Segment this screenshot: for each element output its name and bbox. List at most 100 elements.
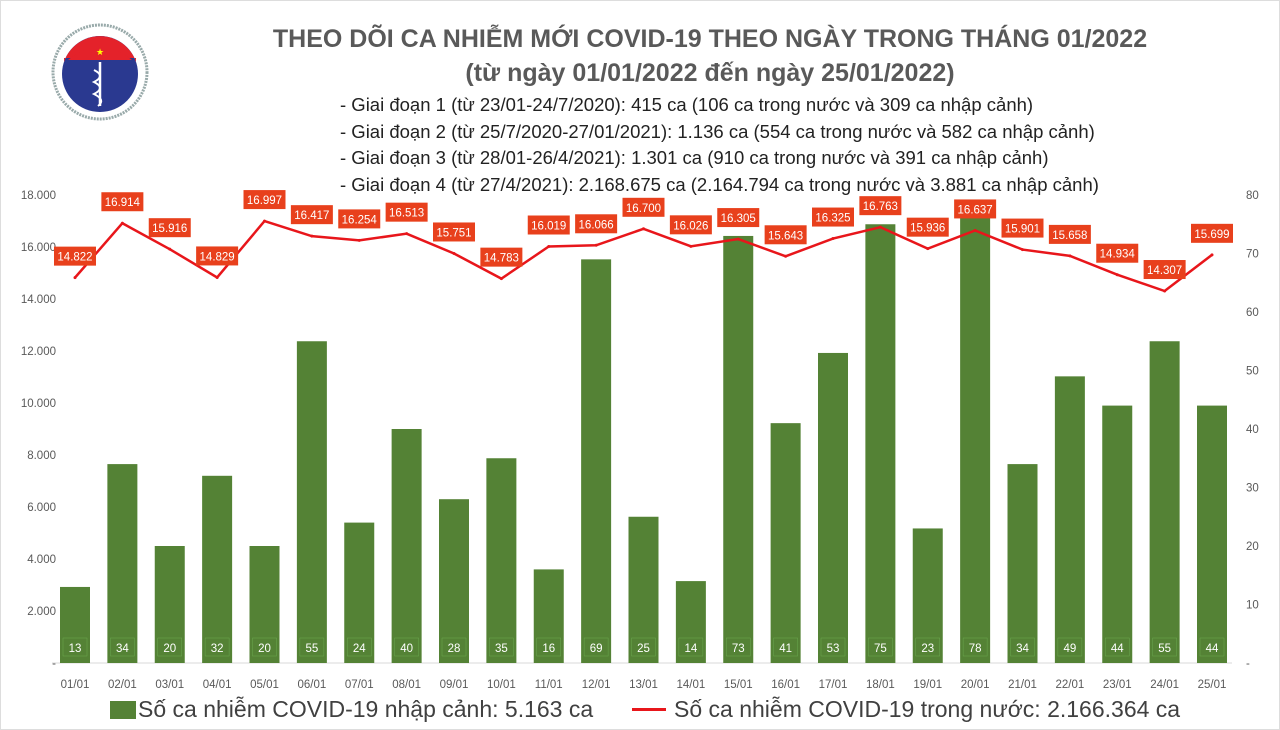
chart-title: THEO DÕI CA NHIỄM MỚI COVID-19 THEO NGÀY… [240, 22, 1180, 90]
line-label: 16.325 [815, 213, 850, 225]
line-point [1210, 253, 1214, 257]
line-label-box [1143, 260, 1186, 280]
bar-label-box [915, 637, 940, 657]
bar-label: 53 [827, 643, 840, 655]
bar-label-box [583, 637, 609, 657]
bar-label: 13 [69, 643, 82, 655]
line-label-box [859, 196, 902, 216]
bar-label-box [1057, 637, 1083, 657]
legend-bar-label: Số ca nhiễm COVID-19 nhập cảnh: 5.163 ca [138, 696, 594, 722]
bar [818, 352, 848, 663]
line-point [784, 254, 788, 258]
line-label: 16.417 [294, 210, 329, 222]
note-2: - Giai đoạn 2 (từ 25/7/2020-27/01/2021):… [340, 120, 1095, 142]
note-3: - Giai đoạn 3 (từ 28/01-26/4/2021): 1.30… [340, 147, 1049, 168]
line-label: 15.699 [1194, 229, 1229, 241]
line-label-box [148, 218, 191, 238]
line-point [594, 243, 598, 247]
bar [439, 499, 469, 663]
line-label: 16.254 [342, 214, 378, 226]
left-tick-label: 2.000 [27, 606, 56, 618]
line-label-box [480, 247, 523, 267]
line-label: 16.513 [389, 208, 424, 220]
x-tick-label: 05/01 [250, 679, 279, 691]
bar-label-box [536, 637, 561, 657]
bar [486, 458, 517, 663]
x-tick-label: 14/01 [676, 679, 705, 691]
bar [865, 224, 896, 663]
line-label: 14.822 [57, 252, 92, 264]
bar-label-box [1105, 637, 1130, 657]
bar-label-box [157, 637, 182, 657]
x-tick-label: 13/01 [629, 679, 658, 691]
left-tick-label: 16.000 [21, 242, 56, 254]
line-label: 15.751 [436, 227, 471, 239]
left-tick-label: - [52, 658, 56, 670]
left-tick-label: 18.000 [21, 190, 56, 202]
bar [107, 464, 138, 663]
x-tick-label: 18/01 [866, 679, 895, 691]
line-label: 15.916 [152, 223, 187, 235]
line-label-box [575, 214, 618, 234]
line-point [310, 234, 314, 238]
x-tick-label: 06/01 [297, 679, 326, 691]
bar-label: 20 [258, 643, 271, 655]
bar-label: 28 [448, 643, 461, 655]
x-tick-label: 12/01 [582, 679, 611, 691]
bar [296, 341, 327, 663]
right-tick-label: 50 [1246, 366, 1259, 378]
bar [581, 259, 612, 663]
bar-label: 49 [1063, 643, 1076, 655]
line-label-box [385, 202, 428, 222]
line-label: 16.019 [531, 221, 566, 233]
bar-label: 41 [779, 643, 792, 655]
x-tick-label: 07/01 [345, 679, 374, 691]
bar-label-box [204, 637, 230, 657]
line-point [1163, 289, 1167, 293]
bar-label-box [1010, 637, 1035, 657]
line-point [831, 237, 835, 241]
line-point [1115, 273, 1119, 277]
x-tick-label: 25/01 [1198, 679, 1227, 691]
line-label-box [954, 199, 997, 219]
line-point [1021, 248, 1024, 252]
right-tick-label: 20 [1246, 541, 1259, 553]
line-point [1068, 254, 1072, 258]
left-tick-label: 6.000 [27, 502, 56, 514]
bar [202, 475, 233, 663]
bar [391, 429, 422, 663]
line-point [499, 277, 503, 281]
left-tick-label: 14.000 [21, 294, 56, 306]
line-label: 16.305 [721, 213, 756, 225]
line-label: 16.700 [626, 203, 661, 215]
x-tick-label: 16/01 [771, 679, 800, 691]
line-label-box [433, 222, 475, 242]
note-1: - Giai đoạn 1 (từ 23/01-24/7/2020): 415 … [340, 94, 1034, 115]
bar-label: 20 [163, 643, 176, 655]
right-tick-label: - [1246, 658, 1250, 670]
left-tick-label: 4.000 [27, 554, 56, 566]
bar-label: 24 [353, 643, 366, 655]
bar-label: 55 [305, 643, 318, 655]
x-tick-label: 19/01 [913, 679, 942, 691]
x-tick-label: 21/01 [1008, 679, 1037, 691]
bar-label-box [489, 637, 514, 657]
line-point [215, 275, 219, 279]
line-label-box [812, 207, 854, 227]
line-label: 14.934 [1100, 249, 1136, 261]
bar [960, 206, 991, 663]
note-4: - Giai đoạn 4 (từ 27/4/2021): 2.168.675 … [340, 173, 1099, 195]
bar-label-box [394, 637, 419, 657]
line-point [973, 228, 977, 232]
line-label-box [338, 209, 381, 229]
line-point [642, 227, 645, 231]
bar-label-box [347, 637, 372, 657]
bar [1197, 405, 1227, 663]
line-label: 15.643 [768, 230, 803, 242]
right-tick-label: 40 [1246, 424, 1259, 436]
phase-notes: - Giai đoạn 1 (từ 23/01-24/7/2020): 415 … [340, 92, 1099, 198]
bar-label-box [631, 637, 656, 657]
x-tick-label: 09/01 [440, 679, 469, 691]
line-label-box [1001, 218, 1044, 238]
